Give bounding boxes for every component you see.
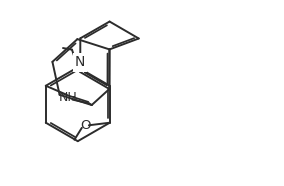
- Text: N: N: [75, 55, 85, 69]
- Text: NH: NH: [59, 91, 78, 104]
- Text: O: O: [80, 119, 90, 132]
